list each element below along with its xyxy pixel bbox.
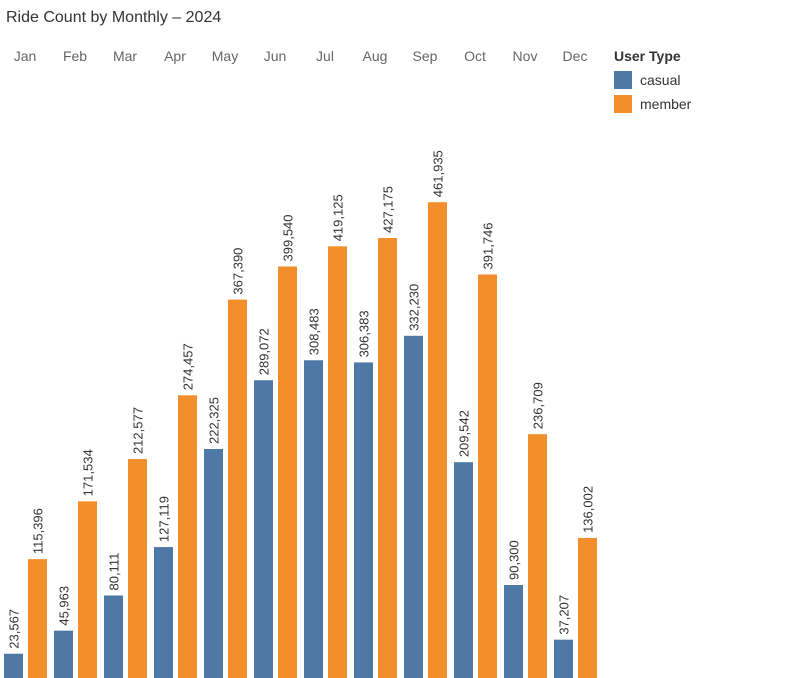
value-label-casual-apr: 127,119 bbox=[157, 496, 172, 542]
value-label-casual-feb: 45,963 bbox=[57, 586, 72, 626]
month-label-feb: Feb bbox=[63, 48, 87, 64]
month-label-mar: Mar bbox=[113, 48, 137, 64]
month-label-jul: Jul bbox=[316, 48, 334, 64]
month-label-may: May bbox=[212, 48, 238, 64]
month-label-jun: Jun bbox=[264, 48, 287, 64]
value-label-member-nov: 236,709 bbox=[531, 382, 546, 429]
value-label-member-jul: 419,125 bbox=[331, 194, 346, 241]
bar-casual-dec[interactable] bbox=[554, 639, 573, 678]
value-label-casual-may: 222,325 bbox=[207, 397, 222, 444]
legend-item-casual[interactable]: casual bbox=[614, 68, 691, 92]
month-label-dec: Dec bbox=[563, 48, 588, 64]
bar-member-jan[interactable] bbox=[28, 559, 47, 678]
value-label-casual-mar: 80,111 bbox=[107, 553, 122, 591]
bar-casual-mar[interactable] bbox=[104, 595, 123, 678]
month-label-oct: Oct bbox=[464, 48, 486, 64]
value-label-casual-oct: 209,542 bbox=[457, 410, 472, 457]
month-label-sep: Sep bbox=[413, 48, 438, 64]
value-label-casual-jan: 23,567 bbox=[7, 609, 22, 649]
value-label-casual-sep: 332,230 bbox=[407, 284, 422, 331]
legend-title: User Type bbox=[614, 48, 681, 64]
bar-member-jul[interactable] bbox=[328, 246, 347, 678]
value-label-member-may: 367,390 bbox=[231, 248, 246, 295]
legend-label-member: member bbox=[640, 96, 692, 112]
bar-member-mar[interactable] bbox=[128, 459, 147, 678]
value-label-member-mar: 212,577 bbox=[131, 407, 146, 454]
bar-member-aug[interactable] bbox=[378, 238, 397, 678]
legend-label-casual: casual bbox=[640, 72, 681, 88]
month-label-jan: Jan bbox=[14, 48, 37, 64]
value-label-casual-aug: 306,383 bbox=[357, 310, 372, 357]
legend-swatch-member bbox=[614, 95, 632, 113]
bar-member-feb[interactable] bbox=[78, 501, 97, 678]
bar-member-oct[interactable] bbox=[478, 274, 497, 678]
bar-member-sep[interactable] bbox=[428, 202, 447, 678]
value-label-member-jun: 399,540 bbox=[281, 214, 296, 261]
value-label-member-dec: 136,002 bbox=[581, 486, 596, 533]
bar-casual-nov[interactable] bbox=[504, 584, 523, 678]
bar-casual-may[interactable] bbox=[204, 449, 223, 678]
month-label-nov: Nov bbox=[513, 48, 538, 64]
legend-swatch-casual bbox=[614, 71, 632, 89]
bar-member-nov[interactable] bbox=[528, 434, 547, 678]
bar-casual-sep[interactable] bbox=[404, 335, 423, 678]
bar-casual-oct[interactable] bbox=[454, 462, 473, 678]
month-label-aug: Aug bbox=[363, 48, 388, 64]
value-label-member-oct: 391,746 bbox=[481, 223, 496, 270]
bar-casual-jul[interactable] bbox=[304, 360, 323, 678]
bar-casual-apr[interactable] bbox=[154, 547, 173, 678]
bar-casual-aug[interactable] bbox=[354, 362, 373, 678]
value-label-member-jan: 115,396 bbox=[31, 508, 46, 554]
bar-member-may[interactable] bbox=[228, 299, 247, 678]
value-label-casual-jul: 308,483 bbox=[307, 308, 322, 355]
legend-item-member[interactable]: member bbox=[614, 92, 691, 116]
value-label-member-feb: 171,534 bbox=[81, 449, 96, 496]
bar-casual-jun[interactable] bbox=[254, 380, 273, 678]
bar-casual-feb[interactable] bbox=[54, 630, 73, 678]
legend: User Type casual member bbox=[614, 48, 691, 116]
value-label-casual-nov: 90,300 bbox=[507, 540, 522, 580]
bar-member-dec[interactable] bbox=[578, 537, 597, 678]
bar-casual-jan[interactable] bbox=[4, 653, 23, 678]
value-label-member-aug: 427,175 bbox=[381, 186, 396, 233]
value-label-casual-jun: 289,072 bbox=[257, 328, 272, 375]
value-label-member-sep: 461,935 bbox=[431, 150, 446, 197]
chart-title: Ride Count by Monthly – 2024 bbox=[6, 9, 222, 26]
bar-member-apr[interactable] bbox=[178, 395, 197, 678]
bar-member-jun[interactable] bbox=[278, 266, 297, 678]
value-label-casual-dec: 37,207 bbox=[557, 595, 572, 635]
value-label-member-apr: 274,457 bbox=[181, 343, 196, 390]
month-label-apr: Apr bbox=[164, 48, 186, 64]
